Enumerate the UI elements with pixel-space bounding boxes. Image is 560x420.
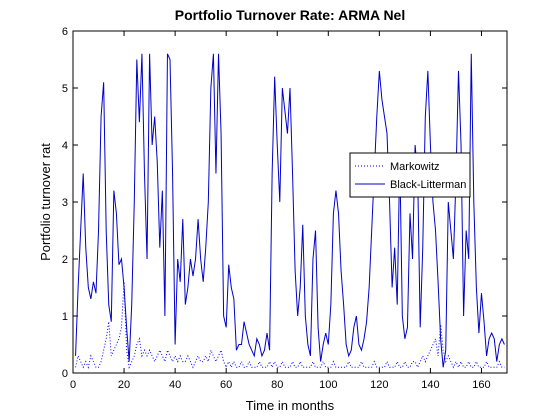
y-tick-label: 6: [62, 26, 68, 38]
x-tick-label: 80: [271, 379, 283, 391]
y-tick-label: 0: [62, 368, 68, 380]
x-tick-label: 120: [370, 379, 388, 391]
x-tick-label: 60: [220, 379, 232, 391]
y-tick-label: 3: [62, 197, 68, 209]
legend-label: Markowitz: [390, 161, 440, 173]
y-tick-label: 4: [62, 140, 68, 152]
chart-title: Portfolio Turnover Rate: ARMA Nel: [175, 7, 406, 23]
series-line: [75, 53, 505, 368]
x-tick-label: 160: [472, 379, 490, 391]
y-tick-label: 5: [62, 83, 68, 95]
legend-box: [349, 152, 471, 198]
legend-label: Black-Litterman: [390, 179, 466, 191]
x-tick-label: 100: [319, 379, 337, 391]
y-axis-label: Portfolio turnover rat: [38, 143, 53, 261]
x-tick-label: 40: [169, 379, 181, 391]
x-tick-label: 20: [118, 379, 130, 391]
series-line: [75, 281, 505, 370]
x-tick-label: 140: [421, 379, 439, 391]
y-tick-label: 1: [62, 311, 68, 323]
y-tick-label: 2: [62, 254, 68, 266]
x-tick-label: 0: [70, 379, 76, 391]
x-axis-label: Time in months: [246, 398, 335, 413]
axes-frame: [72, 30, 508, 374]
